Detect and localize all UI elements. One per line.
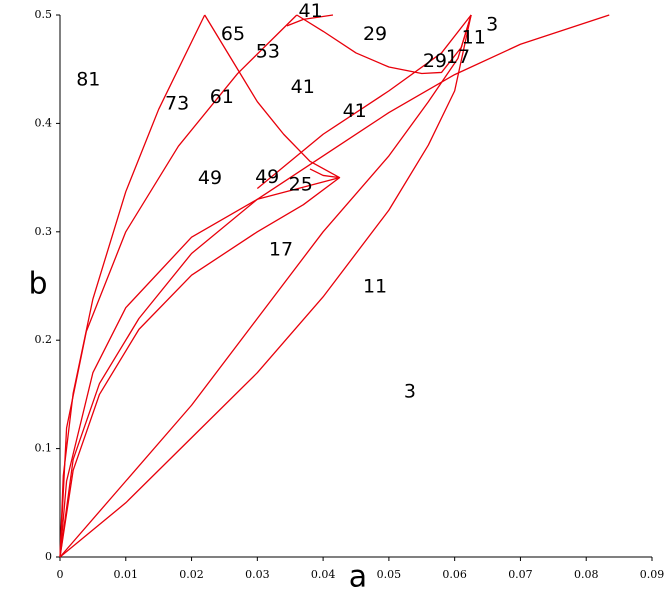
region-label: 49 — [198, 167, 222, 189]
curve — [59, 14, 472, 558]
x-tick-label: 0.06 — [442, 568, 467, 581]
region-label: 41 — [291, 76, 315, 98]
curve — [296, 14, 472, 75]
region-label: 3 — [404, 381, 416, 403]
region-label: 81 — [76, 69, 100, 91]
region-label: 65 — [221, 23, 245, 45]
y-tick-label: 0.4 — [35, 116, 53, 129]
region-label: 41 — [343, 100, 367, 122]
y-tick-label: 0.3 — [35, 225, 53, 238]
region-label: 11 — [462, 26, 486, 48]
region-label: 53 — [256, 40, 280, 62]
region-label: 29 — [363, 23, 387, 45]
region-label: 41 — [299, 0, 323, 22]
y-tick-label: 0.1 — [35, 442, 53, 455]
x-tick-label: 0.09 — [640, 568, 665, 581]
curve — [59, 176, 340, 558]
x-tick-label: 0.08 — [574, 568, 599, 581]
y-tick-label: 0.2 — [35, 333, 53, 346]
curve — [59, 14, 298, 558]
x-axis-label: a — [349, 560, 367, 595]
x-tick-label: 0.05 — [377, 568, 402, 581]
region-label: 61 — [210, 86, 234, 108]
x-tick-label: 0.01 — [114, 568, 139, 581]
region-label: 29 — [423, 50, 447, 72]
curve — [204, 14, 341, 179]
region-label: 17 — [446, 46, 470, 68]
curve — [256, 14, 472, 189]
curve — [59, 14, 206, 558]
region-label: 49 — [255, 166, 279, 188]
x-tick-label: 0.02 — [179, 568, 204, 581]
y-tick-label: 0 — [45, 550, 52, 563]
x-tick-label: 0.07 — [508, 568, 533, 581]
region-label: 73 — [165, 92, 189, 114]
region-label: 3 — [486, 13, 498, 35]
y-axis-label: b — [28, 267, 47, 302]
curve — [59, 14, 610, 558]
x-tick-label: 0 — [57, 568, 64, 581]
curve — [286, 14, 334, 27]
region-label: 17 — [269, 239, 293, 261]
region-label: 25 — [289, 174, 313, 196]
x-tick-label: 0.04 — [311, 568, 336, 581]
x-tick-label: 0.03 — [245, 568, 270, 581]
y-tick-label: 0.5 — [35, 8, 53, 21]
region-label: 11 — [363, 276, 387, 298]
curve — [59, 14, 472, 558]
curve — [59, 177, 340, 558]
